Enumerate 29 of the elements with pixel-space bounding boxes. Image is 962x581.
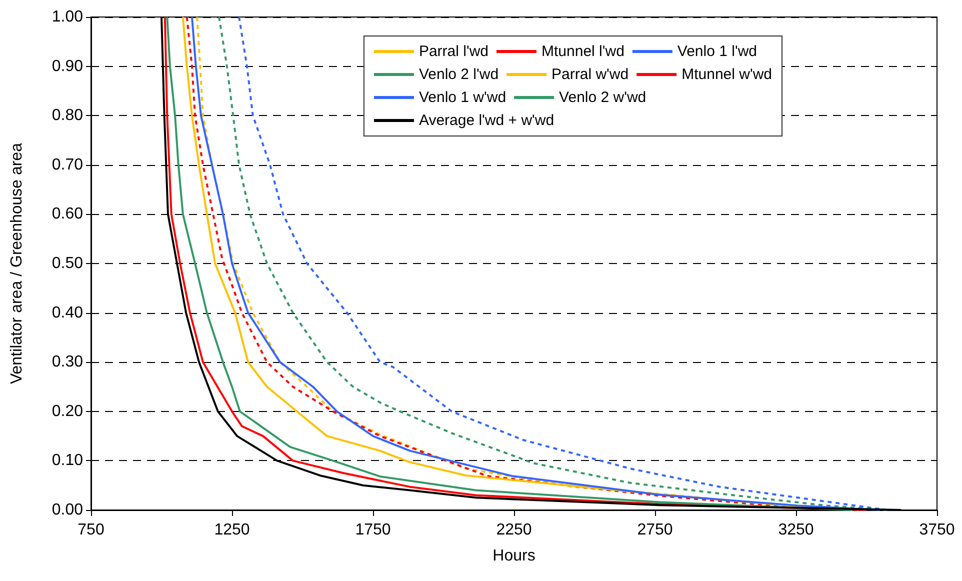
y-axis-title: Ventilator area / Greenhouse area (8, 142, 26, 384)
legend-label: Average l'wd + w'wd (418, 112, 554, 129)
legend-label: Parral w'wd (552, 66, 629, 83)
y-tick-label: 0.20 (52, 402, 84, 420)
x-tick-label: 2250 (496, 522, 532, 538)
y-tick-label: 0.70 (52, 156, 84, 174)
x-tick-label: 750 (78, 522, 104, 538)
legend-label: Mtunnel w'wd (682, 66, 772, 83)
y-tick-label: 0.60 (52, 206, 84, 223)
legend-label: Venlo 2 w'wd (559, 89, 646, 106)
legend-label: Parral l'wd (418, 43, 489, 60)
legend-label: Venlo 1 w'wd (418, 89, 506, 106)
y-tick-label: 1.00 (52, 8, 84, 26)
y-tick-label: 0.40 (52, 304, 84, 322)
x-axis-title: Hours (492, 548, 536, 564)
legend-label: Venlo 1 l'wd (677, 43, 758, 60)
legend-label: Venlo 2 l'wd (418, 66, 499, 83)
x-tick-label: 3250 (778, 522, 814, 538)
y-tick-label: 0.00 (52, 502, 84, 518)
y-tick-label: 0.10 (52, 452, 84, 470)
x-tick-label: 3750 (919, 522, 955, 538)
y-tick-label: 0.50 (52, 255, 84, 272)
legend-label: Mtunnel l'wd (542, 43, 624, 60)
x-tick-label: 2750 (637, 522, 673, 538)
x-tick-label: 1250 (214, 522, 250, 538)
y-tick-label: 0.90 (52, 58, 84, 75)
y-tick-label: 0.30 (52, 354, 84, 371)
x-tick-label: 1750 (355, 522, 391, 538)
y-tick-label: 0.80 (52, 107, 84, 124)
